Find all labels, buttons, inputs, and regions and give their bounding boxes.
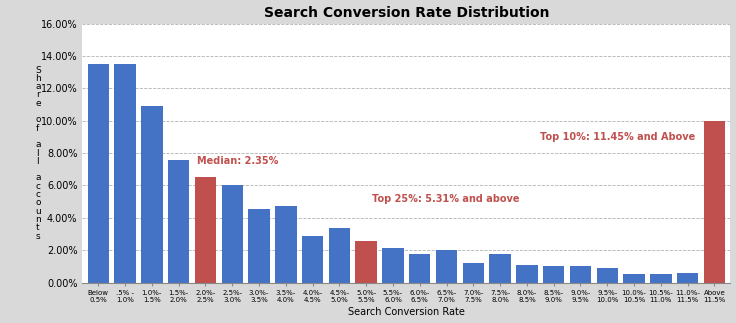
- Bar: [382, 248, 403, 283]
- Bar: [355, 241, 377, 283]
- Bar: [650, 274, 671, 283]
- Bar: [329, 228, 350, 283]
- Bar: [409, 254, 431, 283]
- Bar: [222, 185, 243, 283]
- Bar: [436, 250, 457, 283]
- Text: Top 25%: 5.31% and above: Top 25%: 5.31% and above: [372, 194, 519, 204]
- Bar: [677, 273, 698, 283]
- Bar: [543, 266, 565, 283]
- Bar: [275, 206, 297, 283]
- Text: Top 10%: 11.45% and Above: Top 10%: 11.45% and Above: [540, 132, 696, 142]
- Bar: [570, 266, 591, 283]
- Bar: [141, 106, 163, 283]
- Bar: [168, 160, 189, 283]
- Bar: [596, 268, 618, 283]
- Bar: [195, 177, 216, 283]
- Title: Search Conversion Rate Distribution: Search Conversion Rate Distribution: [263, 5, 549, 20]
- Text: Median: 2.35%: Median: 2.35%: [197, 156, 279, 166]
- Y-axis label: S
h
a
r
e

o
f

a
l
l

a
c
c
o
u
n
t
s: S h a r e o f a l l a c c o u n t s: [35, 66, 40, 241]
- Bar: [302, 236, 323, 283]
- Bar: [623, 274, 645, 283]
- Bar: [114, 64, 136, 283]
- Bar: [516, 265, 537, 283]
- Bar: [248, 209, 270, 283]
- Bar: [88, 64, 109, 283]
- Bar: [463, 263, 484, 283]
- Bar: [489, 254, 511, 283]
- X-axis label: Search Conversion Rate: Search Conversion Rate: [348, 307, 465, 318]
- Bar: [704, 121, 725, 283]
